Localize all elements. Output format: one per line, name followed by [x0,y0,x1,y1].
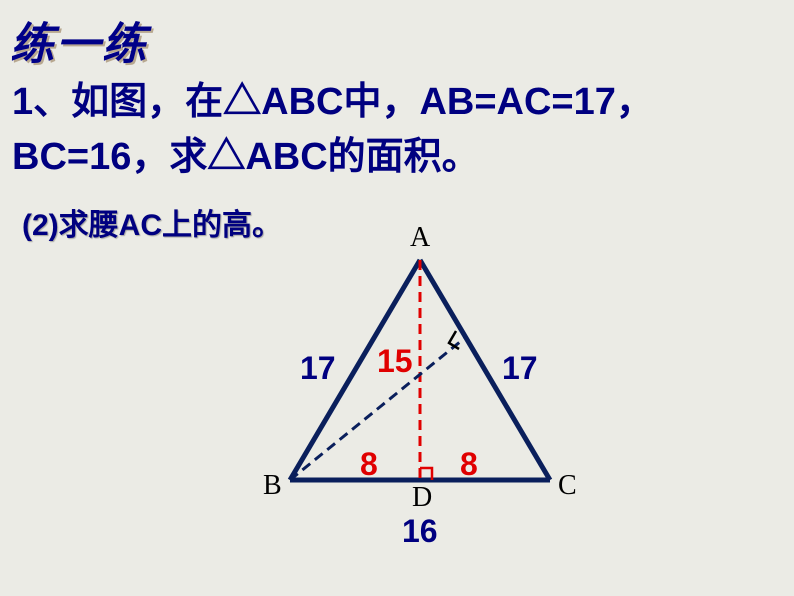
label-ac-17: 17 [502,350,538,387]
problem-line-2: BC=16，求△ABC的面积。 [12,136,480,178]
problem-statement: 1、如图，在△ABC中，AB=AC=17， BC=16，求△ABC的面积。 [12,75,654,185]
problem-line-1: 1、如图，在△ABC中，AB=AC=17， [12,81,654,123]
practice-title: 练一练 [10,8,148,72]
label-bc-16: 16 [402,513,438,550]
vertex-b-label: B [263,470,282,502]
vertex-c-label: C [558,470,577,502]
label-ad-15: 15 [377,343,413,380]
subproblem-statement: (2)求腰AC上的高。 [22,200,282,244]
triangle-diagram: A B C D 17 17 16 15 8 8 [250,230,600,580]
label-ab-17: 17 [300,350,336,387]
vertex-d-label: D [412,482,432,514]
label-dc-8: 8 [460,446,478,483]
right-angle-ac-icon [449,331,459,349]
label-bd-8: 8 [360,446,378,483]
vertex-a-label: A [410,222,430,254]
